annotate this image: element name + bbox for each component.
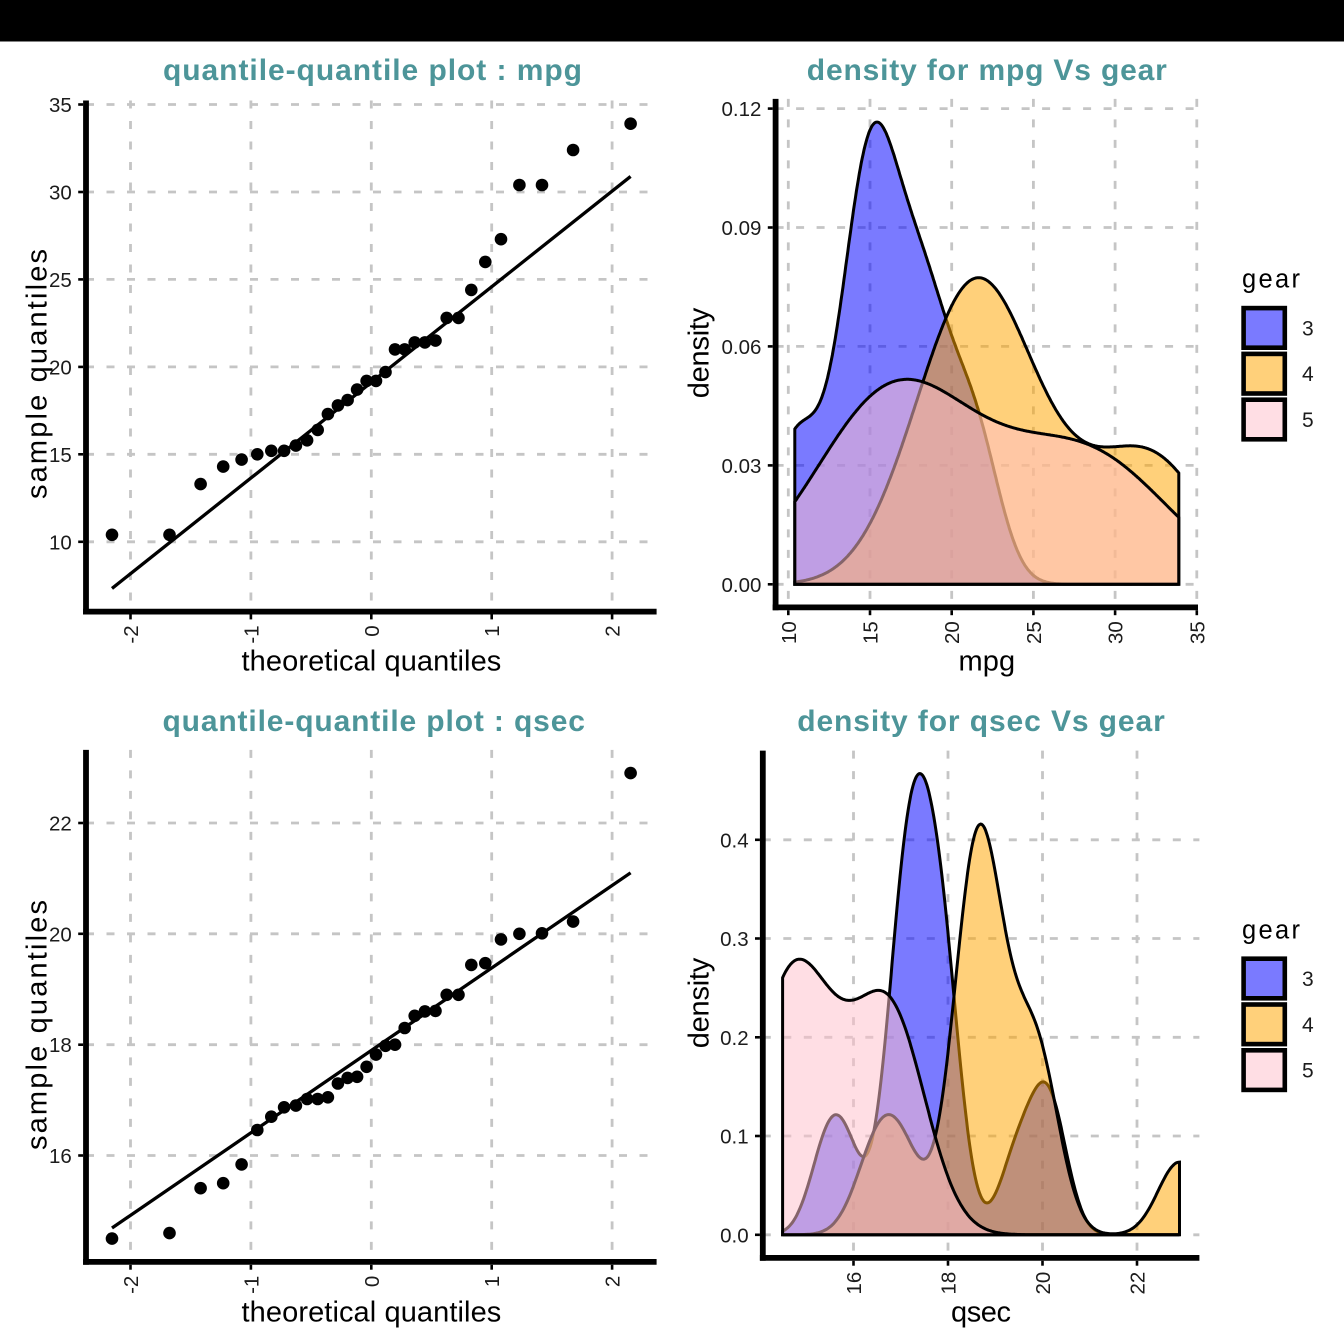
svg-text:0.2: 0.2 [720, 1027, 749, 1050]
svg-text:theoretical quantiles: theoretical quantiles [242, 645, 502, 677]
svg-text:0: 0 [361, 625, 384, 636]
svg-text:10: 10 [49, 531, 72, 554]
svg-text:20: 20 [49, 923, 72, 946]
svg-text:0.4: 0.4 [720, 829, 749, 852]
svg-text:theoretical quantiles: theoretical quantiles [242, 1296, 502, 1328]
svg-text:4: 4 [1302, 1014, 1314, 1037]
svg-text:3: 3 [1302, 317, 1314, 340]
svg-text:16: 16 [843, 1272, 866, 1295]
svg-text:1: 1 [481, 1276, 504, 1287]
svg-text:1: 1 [481, 625, 504, 636]
svg-text:20: 20 [1032, 1272, 1055, 1295]
svg-text:-1: -1 [240, 1276, 263, 1294]
svg-text:18: 18 [938, 1272, 961, 1295]
svg-text:density: density [684, 957, 716, 1048]
svg-text:2: 2 [602, 1276, 625, 1287]
svg-text:22: 22 [49, 813, 72, 836]
svg-text:15: 15 [860, 621, 883, 644]
svg-text:quantile-quantile plot : mpg: quantile-quantile plot : mpg [163, 54, 582, 87]
svg-text:20: 20 [49, 356, 72, 379]
svg-text:density for qsec Vs gear: density for qsec Vs gear [797, 705, 1165, 738]
svg-text:15: 15 [49, 444, 72, 467]
svg-text:16: 16 [49, 1145, 72, 1168]
svg-text:gear: gear [1242, 917, 1301, 945]
svg-text:20: 20 [941, 621, 964, 644]
svg-text:-2: -2 [120, 1276, 143, 1294]
svg-text:quantile-quantile plot : qsec: quantile-quantile plot : qsec [162, 705, 585, 738]
svg-text:0.12: 0.12 [721, 98, 761, 121]
svg-text:0.1: 0.1 [720, 1126, 749, 1149]
svg-text:0.03: 0.03 [721, 455, 761, 478]
svg-text:-1: -1 [240, 625, 263, 643]
svg-text:5: 5 [1302, 1060, 1314, 1083]
svg-text:qsec: qsec [951, 1296, 1011, 1328]
svg-text:22: 22 [1127, 1272, 1150, 1295]
svg-text:0.06: 0.06 [721, 336, 761, 359]
svg-text:35: 35 [1186, 621, 1209, 644]
svg-text:0: 0 [361, 1276, 384, 1287]
svg-text:0.3: 0.3 [720, 928, 749, 951]
svg-text:25: 25 [1023, 621, 1046, 644]
svg-text:18: 18 [49, 1034, 72, 1057]
svg-text:density: density [684, 307, 716, 398]
svg-text:density for mpg Vs gear: density for mpg Vs gear [807, 54, 1167, 87]
svg-text:30: 30 [49, 182, 72, 205]
svg-text:0.09: 0.09 [721, 217, 761, 240]
svg-text:-2: -2 [120, 625, 143, 643]
svg-text:sample quantiles: sample quantiles [22, 249, 54, 499]
svg-text:3: 3 [1302, 968, 1314, 991]
svg-text:2: 2 [602, 625, 625, 636]
svg-text:35: 35 [49, 94, 72, 117]
svg-text:sample quantiles: sample quantiles [22, 900, 54, 1150]
svg-text:0.00: 0.00 [721, 574, 761, 597]
svg-text:0.0: 0.0 [720, 1224, 749, 1247]
svg-text:30: 30 [1105, 621, 1128, 644]
svg-text:mpg: mpg [959, 645, 1016, 677]
svg-text:25: 25 [49, 269, 72, 292]
svg-text:5: 5 [1302, 409, 1314, 432]
svg-text:gear: gear [1242, 266, 1301, 294]
svg-text:4: 4 [1302, 363, 1314, 386]
svg-text:10: 10 [778, 621, 801, 644]
